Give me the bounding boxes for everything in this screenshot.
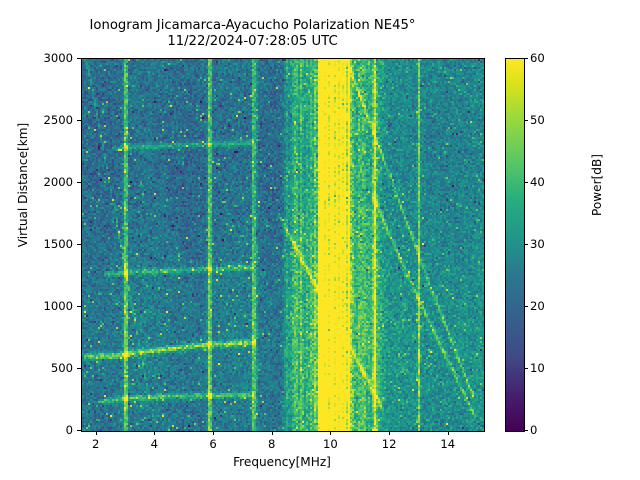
ionogram-heatmap xyxy=(82,59,484,431)
colorbar-tick-label: 20 xyxy=(530,299,545,313)
x-tick-label: 8 xyxy=(268,437,276,451)
figure-title: Ionogram Jicamarca-Ayacucho Polarization… xyxy=(0,18,505,50)
x-tick xyxy=(447,431,449,435)
x-axis-title: Frequency[MHz] xyxy=(233,455,331,469)
colorbar-tick-label: 60 xyxy=(530,51,545,65)
ionogram-image xyxy=(82,59,484,431)
y-tick xyxy=(77,368,81,369)
y-tick-label: 1500 xyxy=(43,237,73,251)
colorbar-tick-label: 0 xyxy=(530,423,538,437)
x-tick xyxy=(271,431,273,435)
x-tick-label: 10 xyxy=(323,437,338,451)
colorbar-tick-label: 40 xyxy=(530,175,545,189)
y-tick xyxy=(77,182,81,183)
y-tick xyxy=(77,430,81,431)
colorbar-tick xyxy=(524,244,528,245)
y-tick xyxy=(77,244,81,245)
colorbar-tick xyxy=(524,120,528,121)
colorbar-tick xyxy=(524,58,528,59)
y-tick-label: 3000 xyxy=(43,51,73,65)
x-tick-label: 4 xyxy=(150,437,159,451)
colorbar-tick-label: 50 xyxy=(530,113,545,127)
x-tick xyxy=(213,431,215,435)
x-tick-label: 12 xyxy=(381,437,397,451)
x-tick xyxy=(154,431,156,435)
x-tick xyxy=(330,431,332,435)
y-tick xyxy=(77,58,81,59)
y-tick-label: 2500 xyxy=(43,113,73,127)
colorbar-tick xyxy=(524,306,528,307)
y-tick-label: 0 xyxy=(65,423,73,437)
colorbar-tick xyxy=(524,430,528,431)
title-line-2: 11/22/2024-07:28:05 UTC xyxy=(167,34,338,49)
x-tick xyxy=(389,431,391,435)
y-tick-label: 2000 xyxy=(43,175,73,189)
colorbar-tick-label: 30 xyxy=(530,237,545,251)
x-tick-label: 14 xyxy=(440,437,456,451)
colorbar-tick xyxy=(524,182,528,183)
plot-area xyxy=(81,58,485,432)
title-line-1: Ionogram Jicamarca-Ayacucho Polarization… xyxy=(89,18,416,33)
x-tick-label: 6 xyxy=(209,437,217,451)
colorbar-tick xyxy=(524,368,528,369)
x-tick-label: 2 xyxy=(91,437,100,451)
colorbar xyxy=(505,58,525,432)
colorbar-tick-label: 10 xyxy=(530,361,545,375)
y-tick xyxy=(77,120,81,121)
y-tick-label: 1000 xyxy=(43,299,73,313)
y-tick-label: 500 xyxy=(50,361,73,375)
y-tick xyxy=(77,306,81,307)
colorbar-title: Power[dB] xyxy=(590,154,604,216)
x-tick xyxy=(95,431,97,435)
